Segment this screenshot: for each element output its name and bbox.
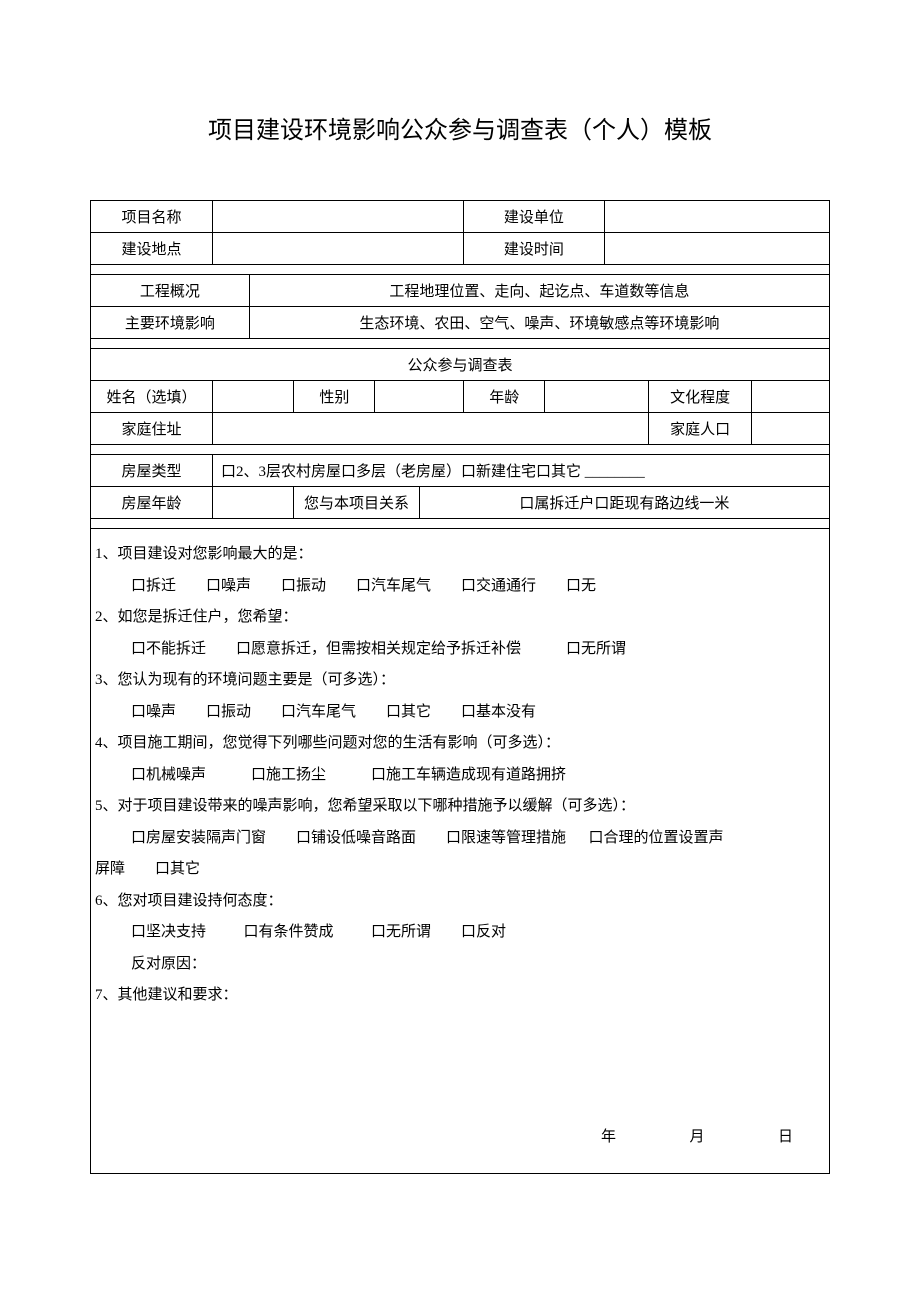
q3-opts[interactable]: 口噪声 口振动 口汽车尾气 口其它 口基本没有 bbox=[95, 697, 825, 729]
label-overview: 工程概况 bbox=[91, 275, 250, 307]
row-impact: 主要环境影响 生态环境、农田、空气、噪声、环境敏感点等环境影响 bbox=[91, 307, 830, 339]
label-house-type: 房屋类型 bbox=[91, 455, 213, 487]
opts-house-type[interactable]: 口2、3层农村房屋口多层（老房屋）口新建住宅口其它 ________ bbox=[212, 455, 829, 487]
q7-title: 7、其他建议和要求： bbox=[95, 980, 825, 1012]
label-education: 文化程度 bbox=[648, 381, 751, 413]
q3-title: 3、您认为现有的环境问题主要是（可多选）： bbox=[95, 665, 825, 697]
field-family-pop[interactable] bbox=[752, 413, 830, 445]
label-address: 家庭住址 bbox=[91, 413, 213, 445]
field-gender[interactable] bbox=[375, 381, 464, 413]
form-table: 项目名称 建设单位 建设地点 建设时间 工程概况 工程地理位置、走向、起讫点、车… bbox=[90, 200, 830, 529]
field-build-time[interactable] bbox=[604, 233, 829, 265]
row-house-age: 房屋年龄 您与本项目关系 口属拆迁户口距现有路边线一米 bbox=[91, 487, 830, 519]
val-impact: 生态环境、农田、空气、噪声、环境敏感点等环境影响 bbox=[249, 307, 829, 339]
field-name[interactable] bbox=[212, 381, 293, 413]
page-title: 项目建设环境影响公众参与调查表（个人）模板 bbox=[90, 110, 830, 145]
date-line: 年 月 日 bbox=[95, 1122, 825, 1154]
q5-title: 5、对于项目建设带来的噪声影响，您希望采取以下哪种措施予以缓解（可多选）： bbox=[95, 791, 825, 823]
q6-reason[interactable]: 反对原因： bbox=[95, 949, 825, 981]
row-survey-header: 公众参与调查表 bbox=[91, 349, 830, 381]
label-build-unit: 建设单位 bbox=[464, 201, 604, 233]
row-project: 项目名称 建设单位 bbox=[91, 201, 830, 233]
field-house-age[interactable] bbox=[212, 487, 293, 519]
field-education[interactable] bbox=[752, 381, 830, 413]
q1-title: 1、项目建设对您影响最大的是： bbox=[95, 539, 825, 571]
q2-opts[interactable]: 口不能拆迁 口愿意拆迁，但需按相关规定给予拆迁补偿 口无所谓 bbox=[95, 634, 825, 666]
row-location: 建设地点 建设时间 bbox=[91, 233, 830, 265]
date-day-label: 日 bbox=[778, 1122, 795, 1154]
field-build-unit[interactable] bbox=[604, 201, 829, 233]
gap bbox=[91, 339, 830, 349]
label-family-pop: 家庭人口 bbox=[648, 413, 751, 445]
field-address[interactable] bbox=[212, 413, 648, 445]
label-gender: 性别 bbox=[294, 381, 375, 413]
label-house-age: 房屋年龄 bbox=[91, 487, 213, 519]
label-project-name: 项目名称 bbox=[91, 201, 213, 233]
val-overview: 工程地理位置、走向、起讫点、车道数等信息 bbox=[249, 275, 829, 307]
label-age: 年龄 bbox=[464, 381, 545, 413]
label-build-location: 建设地点 bbox=[91, 233, 213, 265]
label-relation: 您与本项目关系 bbox=[294, 487, 420, 519]
opts-relation[interactable]: 口属拆迁户口距现有路边线一米 bbox=[419, 487, 829, 519]
gap bbox=[91, 265, 830, 275]
label-build-time: 建设时间 bbox=[464, 233, 604, 265]
q5-opts2[interactable]: 屏障 口其它 bbox=[95, 854, 825, 886]
row-house-type: 房屋类型 口2、3层农村房屋口多层（老房屋）口新建住宅口其它 ________ bbox=[91, 455, 830, 487]
row-overview: 工程概况 工程地理位置、走向、起讫点、车道数等信息 bbox=[91, 275, 830, 307]
q6-opts[interactable]: 口坚决支持 口有条件赞成 口无所谓 口反对 bbox=[95, 917, 825, 949]
label-name: 姓名（选填） bbox=[91, 381, 213, 413]
field-project-name[interactable] bbox=[212, 201, 463, 233]
row-personal: 姓名（选填） 性别 年龄 文化程度 bbox=[91, 381, 830, 413]
q1-opts[interactable]: 口拆迁 口噪声 口振动 口汽车尾气 口交通通行 口无 bbox=[95, 571, 825, 603]
gap bbox=[91, 519, 830, 529]
q2-title: 2、如您是拆迁住户，您希望： bbox=[95, 602, 825, 634]
label-impact: 主要环境影响 bbox=[91, 307, 250, 339]
field-build-location[interactable] bbox=[212, 233, 463, 265]
gap bbox=[91, 445, 830, 455]
q4-opts[interactable]: 口机械噪声 口施工扬尘 口施工车辆造成现有道路拥挤 bbox=[95, 760, 825, 792]
date-year-label: 年 bbox=[601, 1122, 618, 1154]
q6-title: 6、您对项目建设持何态度： bbox=[95, 886, 825, 918]
q5-opts[interactable]: 口房屋安装隔声门窗 口铺设低噪音路面 口限速等管理措施 口合理的位置设置声 bbox=[95, 823, 825, 855]
row-address: 家庭住址 家庭人口 bbox=[91, 413, 830, 445]
survey-body: 1、项目建设对您影响最大的是： 口拆迁 口噪声 口振动 口汽车尾气 口交通通行 … bbox=[90, 529, 830, 1174]
q4-title: 4、项目施工期间，您觉得下列哪些问题对您的生活有影响（可多选）： bbox=[95, 728, 825, 760]
date-month-label: 月 bbox=[689, 1122, 706, 1154]
label-survey-header: 公众参与调查表 bbox=[91, 349, 830, 381]
field-age[interactable] bbox=[545, 381, 648, 413]
